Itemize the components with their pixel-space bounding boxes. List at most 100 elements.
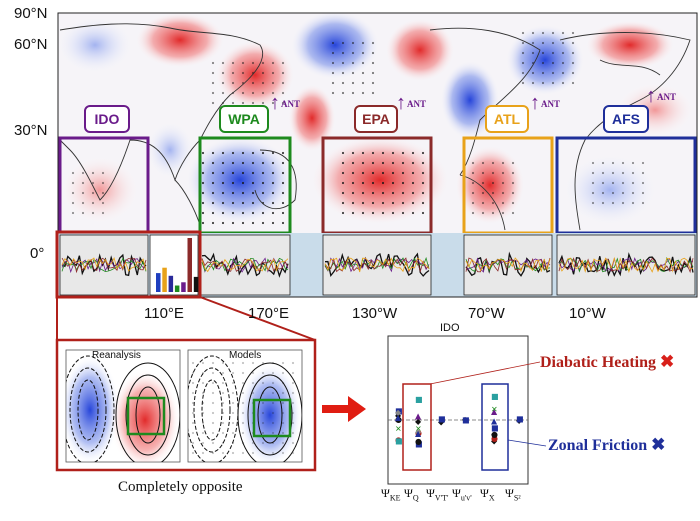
- region-tag-epa: EPA: [354, 105, 398, 133]
- lon-label-170e: 170°E: [248, 305, 290, 322]
- panel-caption: Completely opposite: [118, 479, 243, 495]
- cross-icon: ✖: [651, 435, 666, 454]
- models-title: Models: [229, 350, 262, 361]
- timeseries-line: [324, 256, 430, 272]
- up-arrow-icon: ↑: [270, 92, 280, 114]
- timeseries-line: [61, 257, 147, 274]
- budget-marker: ◆: [438, 417, 445, 426]
- lat-label-30n: 30°N: [14, 122, 48, 139]
- budget-marker: ●: [415, 429, 422, 438]
- budget-marker: ●: [491, 430, 498, 439]
- inset-bar-4: [174, 285, 180, 292]
- timeseries-line: [465, 257, 551, 273]
- timeseries-line: [201, 258, 289, 273]
- budget-marker: ▲: [491, 416, 498, 425]
- budget-marker: ◆: [491, 429, 498, 438]
- budget-xlabel: ΨV'T': [426, 486, 449, 503]
- budget-marker: ✕: [395, 424, 402, 433]
- reanalysis-panel: [65, 349, 181, 463]
- timeseries-strip: [58, 233, 697, 297]
- budget-marker: ●: [395, 435, 402, 444]
- budget-marker: ✕: [491, 405, 498, 414]
- anomaly-map: [58, 13, 697, 235]
- timeseries-line: [465, 257, 551, 273]
- inset-bar-1: [156, 273, 161, 292]
- inset-bar-6: [187, 238, 192, 292]
- right-arrow-icon: [322, 396, 366, 422]
- budget-marker: ◆: [395, 411, 402, 420]
- budget-marker: ◆: [491, 436, 498, 445]
- up-arrow-icon: ↑: [530, 92, 540, 114]
- timeseries-line: [324, 257, 430, 273]
- region-tag-wpa: WPA: [219, 105, 269, 133]
- lon-label-110e: 110°E: [144, 305, 184, 322]
- ant-label-epa: ANT: [407, 99, 427, 109]
- budget-xlabel: ΨX: [480, 486, 495, 503]
- lon-label-10w: 10°W: [569, 305, 606, 322]
- budget-xlabel: Ψu'v': [452, 486, 472, 503]
- budget-xlabel: ΨKE: [381, 486, 401, 503]
- budget-marker: ◆: [415, 417, 422, 426]
- zoom-box: [55, 230, 317, 472]
- budget-marker: ■: [415, 395, 423, 404]
- timeseries-line: [465, 257, 551, 273]
- timeseries-line: [324, 252, 430, 277]
- up-arrow-icon: ↑: [396, 92, 406, 114]
- lat-label-90n: 90°N: [14, 5, 48, 22]
- budget-marker: ■: [395, 436, 403, 445]
- budget-marker: ■: [438, 415, 446, 424]
- budget-marker: ◆: [395, 408, 402, 417]
- timeseries-line: [324, 257, 430, 273]
- timeseries-line: [201, 258, 289, 273]
- models-panel: [187, 349, 303, 463]
- timeseries-line: [324, 257, 430, 273]
- budget-marker: ●: [491, 434, 498, 443]
- inset-bar-3: [168, 275, 174, 292]
- zonal-friction-label: Zonal Friction ✖: [548, 435, 665, 455]
- diabatic-heating-text: Diabatic Heating: [540, 354, 656, 371]
- inset-bar-chart: [156, 238, 199, 292]
- budget-marker: ◆: [516, 416, 523, 425]
- region-tag-ido: IDO: [84, 105, 130, 133]
- lat-label-60n: 60°N: [14, 36, 48, 53]
- timeseries-line: [465, 258, 551, 272]
- budget-marker: ▲: [415, 429, 422, 438]
- timeseries-line: [558, 257, 694, 274]
- budget-marker: ▲: [395, 413, 402, 422]
- up-arrow-icon: ↑: [646, 85, 656, 107]
- budget-marker: ■: [491, 423, 499, 432]
- budget-marker: ■: [395, 407, 403, 416]
- region-tag-afs: AFS: [603, 105, 649, 133]
- region-tag-atl: ATL: [485, 105, 529, 133]
- budget-marker: ■: [516, 415, 524, 424]
- lon-label-70w: 70°W: [468, 305, 505, 322]
- lon-label-130w: 130°W: [352, 305, 398, 322]
- diabatic-highlight-box: [402, 383, 432, 471]
- friction-highlight-box: [481, 383, 509, 471]
- ant-label-atl: ANT: [541, 99, 561, 109]
- budget-marker: ✕: [415, 424, 422, 433]
- budget-xlabel: ΨQ: [404, 486, 419, 503]
- budget-marker: ▲: [395, 413, 402, 422]
- inset-bar-5: [181, 282, 186, 292]
- budget-marker: ■: [415, 440, 423, 449]
- budget-marker: ●: [415, 437, 422, 446]
- timeseries-line: [201, 257, 289, 272]
- budget-xlabel: ΨS²: [505, 486, 521, 503]
- budget-marker: ▲: [415, 411, 422, 420]
- budget-marker: ◆: [462, 415, 469, 424]
- budget-marker: ▲: [491, 407, 498, 416]
- budget-title: IDO: [440, 322, 460, 334]
- diabatic-heating-label: Diabatic Heating ✖: [540, 352, 674, 372]
- inset-bar-2: [162, 267, 167, 292]
- budget-marker: ●: [395, 415, 402, 424]
- zonal-friction-text: Zonal Friction: [548, 437, 648, 454]
- ant-label-afs: ANT: [657, 92, 677, 102]
- budget-chart: ◆■●▲✕◆■●▲ ◆■●▲✕◆■●▲◆■ ◆■◆■●▲✕◆■●▲ ◆■: [387, 335, 547, 485]
- timeseries-line: [558, 256, 694, 274]
- inset-bar-7: [193, 276, 199, 292]
- timeseries-line: [61, 256, 147, 272]
- budget-marker: ■: [462, 415, 470, 424]
- cross-icon: ✖: [660, 352, 675, 371]
- budget-marker: ■: [491, 392, 499, 401]
